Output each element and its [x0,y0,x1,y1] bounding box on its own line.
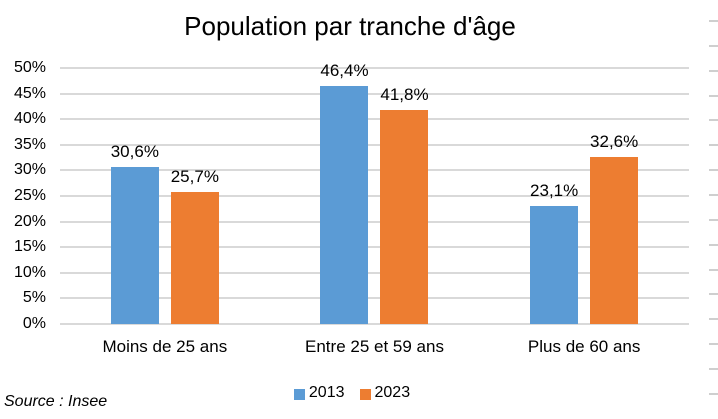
bar-wrap-2023-2: 32,6% [590,68,638,324]
legend: 2013 2023 [0,384,704,402]
gridline-0 [60,323,689,325]
spreadsheet-gridline-stub [709,193,718,196]
y-tick-label-35: 35% [13,135,46,153]
bar-2013-1 [320,86,369,324]
data-label-2023-2: 32,6% [590,132,639,152]
legend-label-2023: 2023 [374,384,411,401]
spreadsheet-gridline-stub [709,119,718,122]
bar-wrap-2023-0: 25,7% [171,68,219,324]
gridline-40 [60,118,689,121]
y-tick-label-10: 10% [13,263,46,281]
legend-item-2013: 2013 [293,384,345,402]
y-tick-label-0: 0% [22,315,46,332]
bar-group-0: 30,6% 25,7% [60,68,270,324]
bar-group-1: 46,4% 41,8% [270,62,480,324]
y-tick-label-15: 15% [13,238,46,256]
gridline-45 [60,92,689,95]
x-category-label-0: Moins de 25 ans [102,337,228,356]
spreadsheet-gridline-stub [709,318,718,321]
y-tick-label-25: 25% [13,187,46,204]
data-label-2013-2: 23,1% [530,180,579,200]
legend-item-2023: 2023 [359,384,411,402]
gridline-20 [60,220,689,223]
spreadsheet-gridline-stub [709,218,718,221]
bar-2023-1 [380,109,429,324]
x-category-label-2: Plus de 60 ans [527,337,641,356]
data-label-2023-1: 41,8% [380,84,429,104]
gridline-35 [60,143,689,146]
legend-swatch-2023 [359,388,371,400]
bar-wrap-2023-1: 41,8% [380,68,429,324]
x-category-label-1: Entre 25 et 59 ans [305,337,444,356]
spreadsheet-gridline-stub [709,243,718,246]
data-label-2023-0: 25,7% [170,167,219,187]
bar-2013-0 [110,167,159,324]
spreadsheet-gridline-stub [709,268,718,271]
data-label-2013-1: 46,4% [320,61,369,81]
gridline-50 [60,67,689,69]
y-tick-label-30: 30% [13,161,46,179]
plot-area: 30,6% 25,7% 46,4% 41,8% 23,1% 32,6% [60,62,689,325]
spreadsheet-gridline-stub [709,20,718,22]
gridline-10 [60,271,689,274]
spreadsheet-gridline-stub [709,343,718,346]
spreadsheet-gridline-stub [709,169,718,172]
gridline-30 [60,169,689,172]
spreadsheet-gridline-stub [709,94,718,97]
spreadsheet-gridline-stub [709,293,718,296]
chart-title: Population par tranche d'âge [184,11,516,41]
source-note: Source : Insee [4,393,108,410]
spreadsheet-gridline-stub [709,44,718,47]
gridline-5 [60,297,689,300]
spreadsheet-gridline-stub [709,367,718,370]
bar-wrap-2013-2: 23,1% [530,68,578,324]
bar-2023-0 [170,192,219,324]
legend-swatch-2013 [293,388,305,400]
legend-label-2013: 2013 [308,384,345,401]
bar-2023-2 [590,157,639,324]
bar-wrap-2013-1: 46,4% [320,62,369,324]
spreadsheet-gridline-stub [709,392,718,395]
y-tick-label-50: 50% [13,59,46,76]
bar-2013-2 [530,205,579,324]
gridline-15 [60,246,689,249]
spreadsheet-gridline-stub [709,144,718,147]
y-tick-label-20: 20% [13,212,46,230]
bar-group-2: 23,1% 32,6% [479,68,689,324]
y-tick-label-40: 40% [13,110,46,128]
gridline-25 [60,195,689,197]
spreadsheet-gridline-stub [709,69,718,72]
y-tick-label-5: 5% [22,289,46,307]
y-tick-label-45: 45% [13,84,46,102]
data-label-2013-0: 30,6% [110,142,159,162]
bar-wrap-2013-0: 30,6% [111,68,159,324]
